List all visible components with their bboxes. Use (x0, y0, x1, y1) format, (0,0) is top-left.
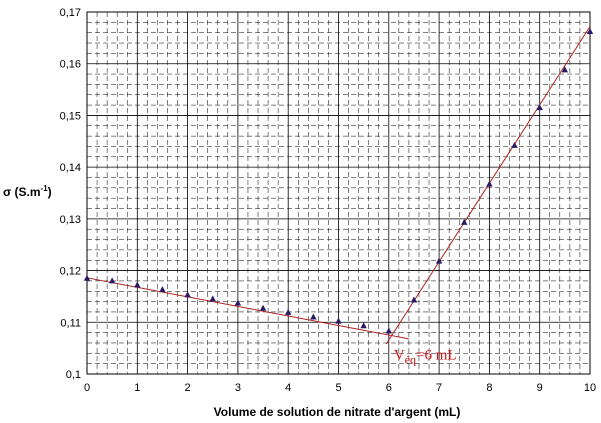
data-point (108, 277, 116, 284)
data-point (461, 218, 468, 225)
x-tick-label: 5 (335, 382, 341, 394)
x-tick-label: 10 (584, 382, 596, 394)
plot-frame (86, 11, 591, 375)
x-tick-label: 1 (134, 382, 140, 394)
data-point (486, 180, 493, 187)
data-point (360, 322, 367, 329)
data-point (234, 299, 242, 306)
x-tick-label: 6 (386, 382, 392, 394)
y-tick-label: 0,1 (66, 369, 81, 381)
x-tick-label: 8 (486, 382, 492, 394)
data-point (586, 28, 594, 35)
data-point (536, 104, 543, 111)
y-tick-label: 0,15 (60, 110, 81, 122)
y-tick-label: 0,17 (60, 7, 81, 19)
x-tick-label: 3 (235, 382, 241, 394)
annotation-rest: =6 mL (416, 348, 457, 364)
y-tick-label: 0,12 (60, 266, 81, 278)
x-tick-label: 0 (84, 382, 90, 394)
y-axis-label-close: ) (48, 185, 52, 199)
data-point (410, 296, 418, 303)
data-point (310, 313, 317, 320)
data-point (159, 286, 166, 293)
fit-line-1 (86, 277, 410, 340)
x-tick-label: 4 (285, 382, 291, 394)
x-tick-label: 9 (537, 382, 543, 394)
data-points (83, 28, 594, 334)
data-point (259, 304, 267, 311)
data-point (83, 274, 91, 281)
data-point (209, 295, 216, 302)
x-tick-labels: 0 1 2 3 4 5 6 7 8 9 10 (84, 382, 596, 394)
x-tick-label: 7 (436, 382, 442, 394)
y-axis-label-exponent: -1 (41, 184, 49, 193)
data-point (184, 291, 191, 298)
y-tick-labels: 0,1 0,11 0,12 0,13 0,14 0,15 0,16 0,17 (60, 7, 81, 381)
annotation-subscript: éq (405, 353, 416, 367)
equivalence-annotation: Véq=6 mL (394, 348, 457, 367)
annotation-base: V (394, 348, 405, 364)
data-point (511, 141, 518, 148)
data-point (435, 257, 443, 264)
data-point (385, 327, 392, 334)
y-axis-label-base: σ (S.m (3, 185, 41, 199)
data-point (561, 66, 569, 73)
x-tick-label: 2 (185, 382, 191, 394)
y-tick-label: 0,14 (60, 162, 81, 174)
data-point (335, 317, 342, 324)
data-point (134, 281, 141, 288)
y-tick-label: 0,11 (60, 317, 81, 329)
data-point (285, 308, 292, 315)
y-tick-label: 0,16 (60, 59, 81, 71)
y-axis-label: σ (S.m-1) (3, 184, 52, 199)
y-tick-label: 0,13 (60, 214, 81, 226)
x-axis-label: Volume de solution de nitrate d'argent (… (214, 405, 461, 419)
